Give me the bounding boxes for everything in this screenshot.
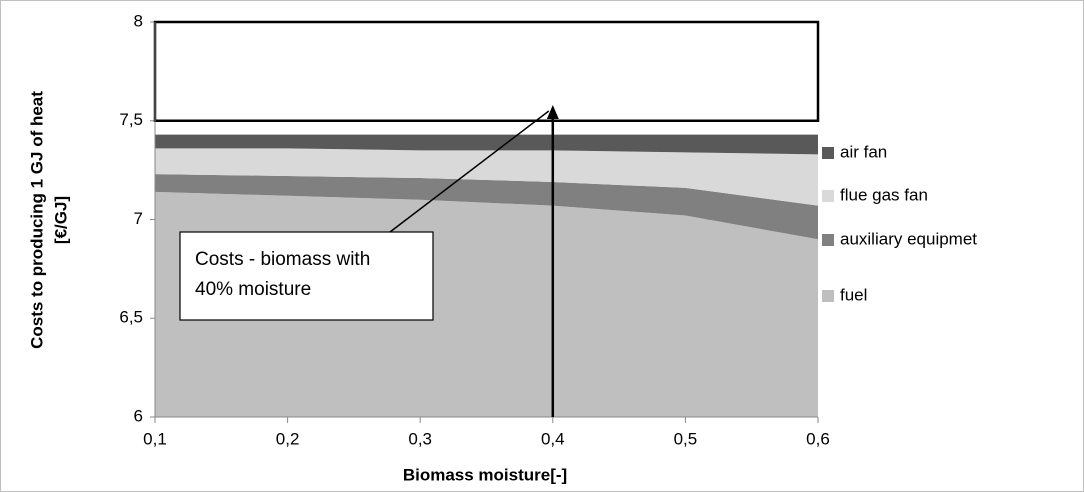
x-tick-label: 0,1 — [143, 429, 167, 448]
x-tick-label: 0,5 — [674, 429, 698, 448]
area — [155, 148, 818, 206]
x-tick-label: 0,6 — [806, 429, 830, 448]
legend-label: flue gas fan — [840, 185, 928, 204]
annotation-box — [179, 231, 434, 321]
x-tick-label: 0,3 — [408, 429, 432, 448]
annotation-text: 40% moisture — [195, 279, 311, 300]
area — [155, 134, 818, 155]
annotation-text: Costs - biomass with — [195, 249, 370, 270]
legend-swatch — [822, 147, 834, 159]
area — [155, 174, 818, 240]
annotation-line — [389, 110, 550, 233]
y-tick-label: 7 — [134, 209, 143, 228]
legend-swatch — [822, 290, 834, 302]
y-tick-label: 6,5 — [119, 308, 143, 327]
x-axis-label: Biomass moisture[-] — [403, 465, 567, 484]
x-tick-label: 0,2 — [276, 429, 300, 448]
legend-label: auxiliary equipmet — [840, 229, 977, 248]
legend-label: air fan — [840, 142, 887, 161]
y-axis-label: [€/GJ] — [51, 196, 70, 244]
x-tick-label: 0,4 — [541, 429, 565, 448]
legend-swatch — [822, 190, 834, 202]
y-axis-label: Costs to producing 1 GJ of heat — [27, 91, 46, 349]
y-tick-label: 6 — [134, 406, 143, 425]
arrowhead — [546, 105, 559, 119]
y-tick-label: 7,5 — [119, 110, 143, 129]
legend-label: fuel — [840, 285, 867, 304]
y-tick-label: 8 — [134, 11, 143, 30]
legend-swatch — [822, 234, 834, 246]
